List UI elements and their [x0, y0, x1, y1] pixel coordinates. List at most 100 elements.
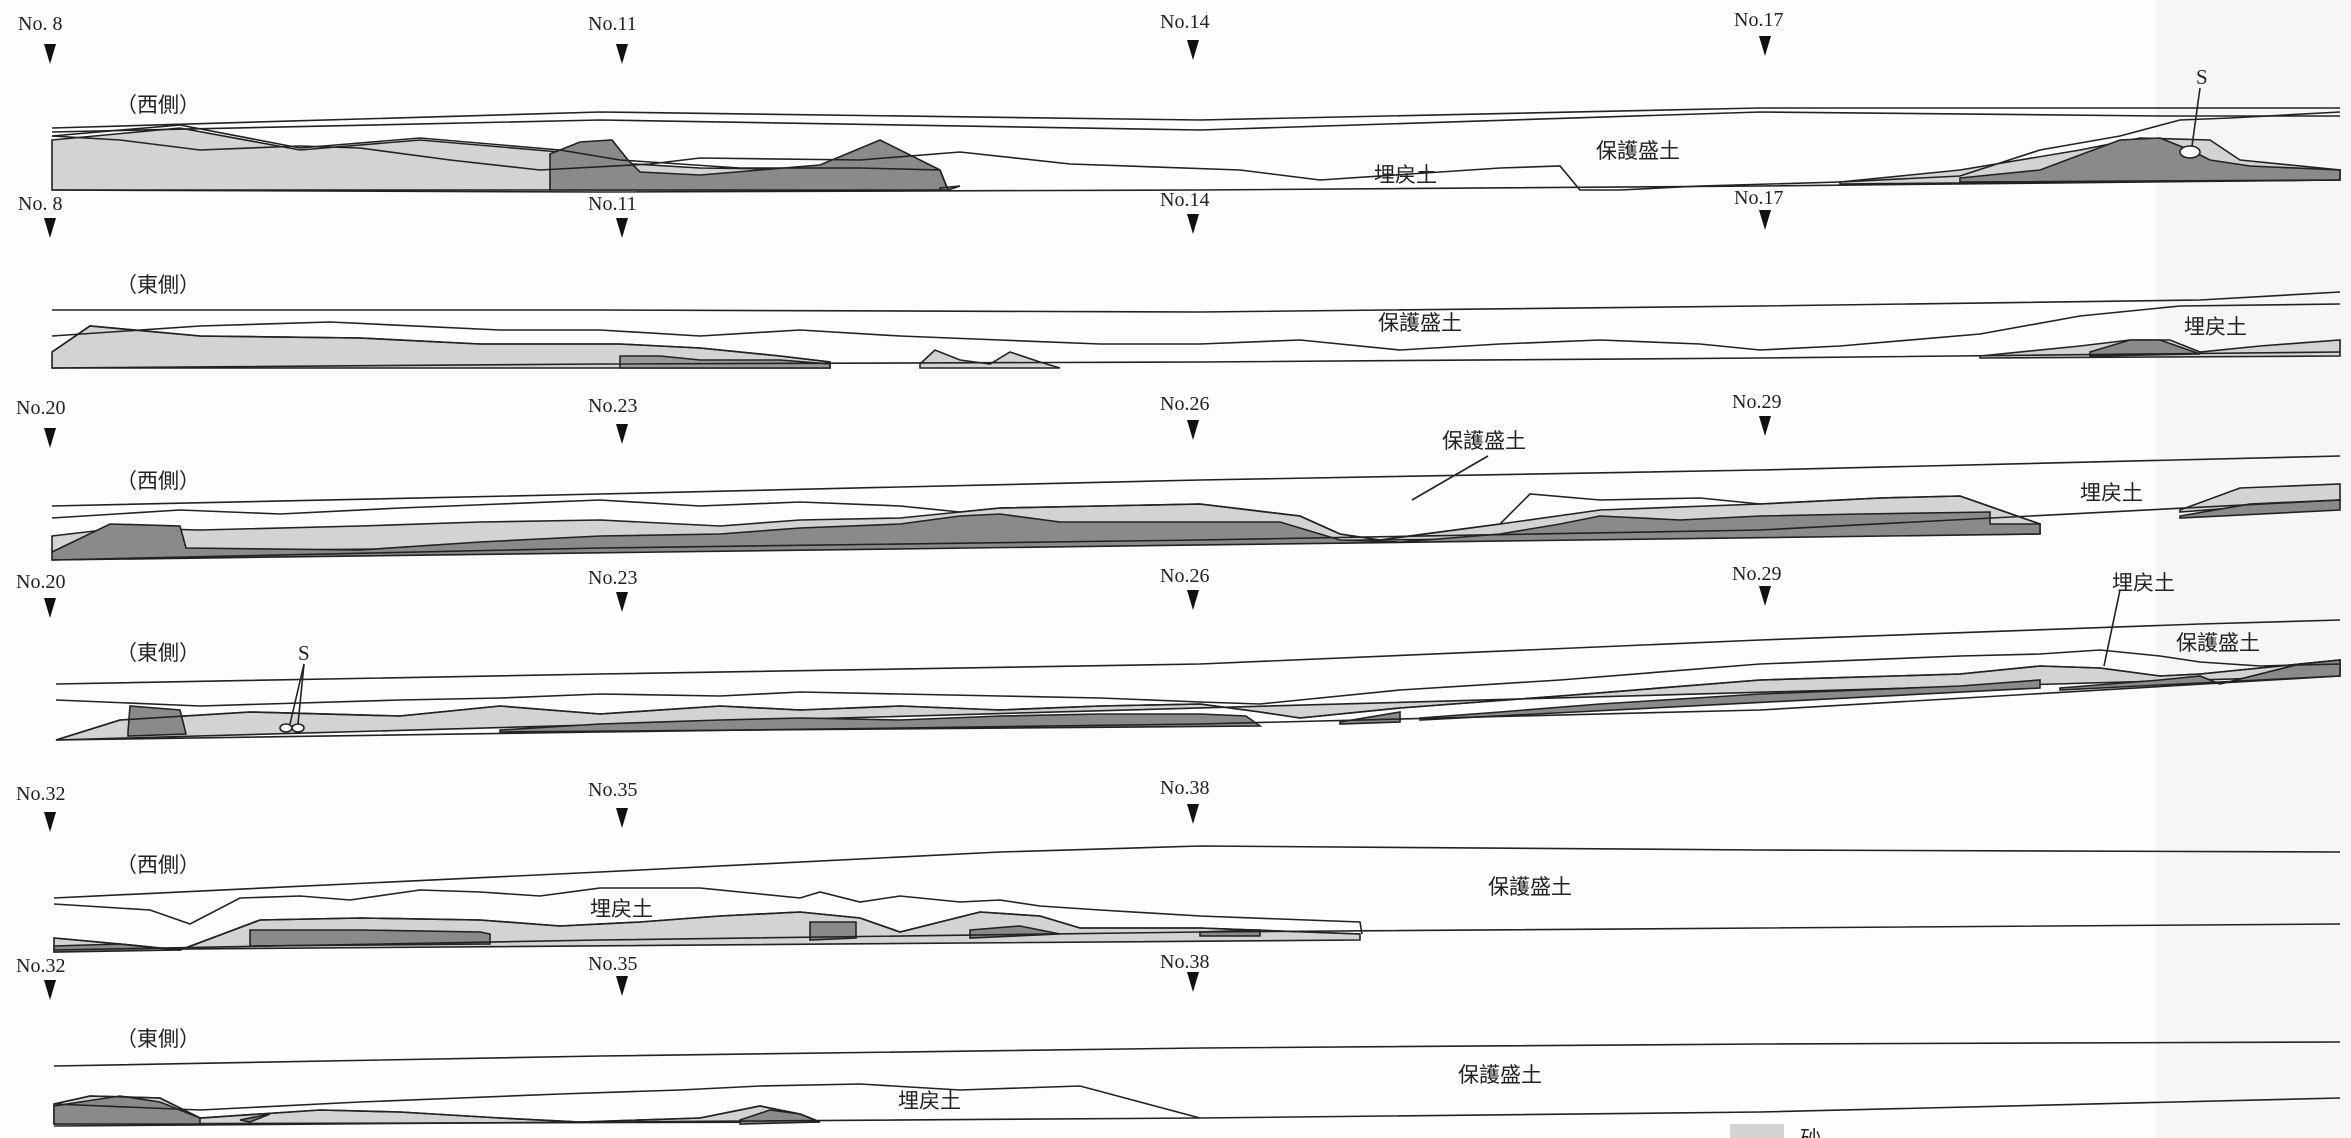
layer-dark: [1339, 711, 1401, 725]
soil-label-backfill: 埋戻土: [2080, 481, 2143, 505]
ground-line: [51, 303, 2341, 351]
station-arrow: [1187, 214, 1199, 234]
station-arrow: [1187, 40, 1199, 60]
station-arrow: [1759, 416, 1771, 436]
legend-label-sand: 砂: [1800, 1127, 1821, 1138]
station-label: No.23: [588, 395, 637, 417]
layer-dark: [499, 713, 1263, 733]
ground-line: [51, 124, 949, 191]
ground-line: [51, 111, 2341, 191]
ground-line: [53, 911, 1361, 951]
section-1-west: [51, 87, 2341, 193]
station-label: No.23: [588, 567, 637, 589]
layer-dark: [549, 139, 950, 191]
soil-label-protective: 保護盛土: [1596, 139, 1680, 163]
stone-label: S: [2196, 65, 2208, 89]
station-arrow: [1187, 420, 1199, 440]
soil-label-backfill: 埋戻土: [2184, 315, 2247, 339]
station-arrow: [44, 218, 56, 238]
section-5-west: [53, 845, 2341, 953]
station-label: No.32: [16, 955, 65, 977]
station-arrow: [44, 428, 56, 448]
station-label: No.20: [16, 571, 65, 593]
stone-label: S: [298, 641, 310, 665]
side-label-west: （西側）: [116, 93, 200, 117]
station-arrow: [616, 424, 628, 444]
station-markers: [44, 36, 1771, 1000]
station-label: No.17: [1734, 187, 1783, 209]
station-label: No. 8: [18, 13, 62, 35]
soil-label-protective: 保護盛土: [1488, 875, 1572, 899]
ground-line: [55, 649, 2341, 707]
station-label: No.14: [1160, 189, 1209, 211]
base-line: [51, 499, 2341, 561]
leader-line: [2191, 87, 2201, 147]
layer-dark: [1419, 679, 2041, 721]
ground-line: [51, 325, 831, 363]
station-label: No.38: [1160, 951, 1209, 973]
top-line: [51, 455, 2341, 507]
legend: 砂: [1730, 1124, 1821, 1138]
page-edge-strip: [2156, 0, 2351, 1138]
station-label: No.17: [1734, 9, 1783, 31]
station-arrow: [44, 980, 56, 1000]
station-arrow: [616, 218, 628, 238]
leader-line: [289, 663, 305, 725]
station-arrow: [1187, 804, 1199, 824]
station-label: No.29: [1732, 563, 1781, 585]
soil-label-protective: 保護盛土: [1458, 1063, 1542, 1087]
station-arrow: [616, 592, 628, 612]
stone-marker: [291, 723, 305, 733]
side-label-west: （西側）: [116, 469, 200, 493]
base-line: [53, 1097, 2341, 1127]
station-label: No.32: [16, 783, 65, 805]
station-arrow: [44, 812, 56, 832]
station-label: No.20: [16, 397, 65, 419]
side-label-east: （東側）: [116, 1027, 200, 1051]
side-label-east: （東側）: [116, 641, 200, 665]
station-label: No.26: [1160, 393, 1209, 415]
top-line: [51, 111, 2340, 133]
top-line: [53, 845, 2341, 899]
top-line: [51, 107, 2340, 129]
legend-swatch-sand: [1730, 1124, 1784, 1138]
station-arrow: [1759, 36, 1771, 56]
leader-line: [297, 663, 305, 725]
ground-line: [53, 1095, 821, 1123]
soil-label-protective: 保護盛土: [2176, 631, 2260, 655]
ground-line: [51, 493, 2041, 541]
station-arrow: [44, 598, 56, 618]
ground-line: [55, 659, 2341, 741]
soil-label-backfill: 埋戻土: [590, 897, 653, 921]
layer-dark: [619, 355, 831, 369]
station-arrow: [616, 976, 628, 996]
layer-dark: [127, 705, 188, 737]
leader-line: [2103, 589, 2121, 667]
station-label: No.29: [1732, 391, 1781, 413]
station-labels: No. 8 No.11 No.14 No.17 No. 8 No.11 No.1…: [16, 9, 1783, 977]
station-label: No.11: [588, 193, 637, 215]
station-label: No.14: [1160, 11, 1209, 33]
station-label: No.11: [588, 13, 637, 35]
station-arrow: [1187, 590, 1199, 610]
base-line: [51, 351, 2341, 369]
layer-dark: [51, 511, 2041, 561]
side-labels: （西側） （東側） （西側） （東側） （西側） （東側）: [116, 93, 200, 1051]
base-line: [51, 179, 2341, 193]
soil-label-backfill: 埋戻土: [898, 1089, 961, 1113]
soil-label-backfill: 埋戻土: [2112, 571, 2175, 595]
layer-light: [919, 349, 1061, 369]
stone-marker: [279, 723, 293, 733]
top-line: [53, 1041, 2341, 1067]
station-arrow: [44, 44, 56, 64]
section-3-west: [51, 455, 2341, 561]
soil-label-protective: 保護盛土: [1378, 311, 1462, 335]
station-label: No.38: [1160, 777, 1209, 799]
top-line: [55, 619, 2341, 685]
ground-line: [53, 887, 1363, 935]
base-line: [55, 675, 2341, 741]
top-line: [52, 291, 2341, 313]
ground-line: [53, 1083, 1201, 1119]
